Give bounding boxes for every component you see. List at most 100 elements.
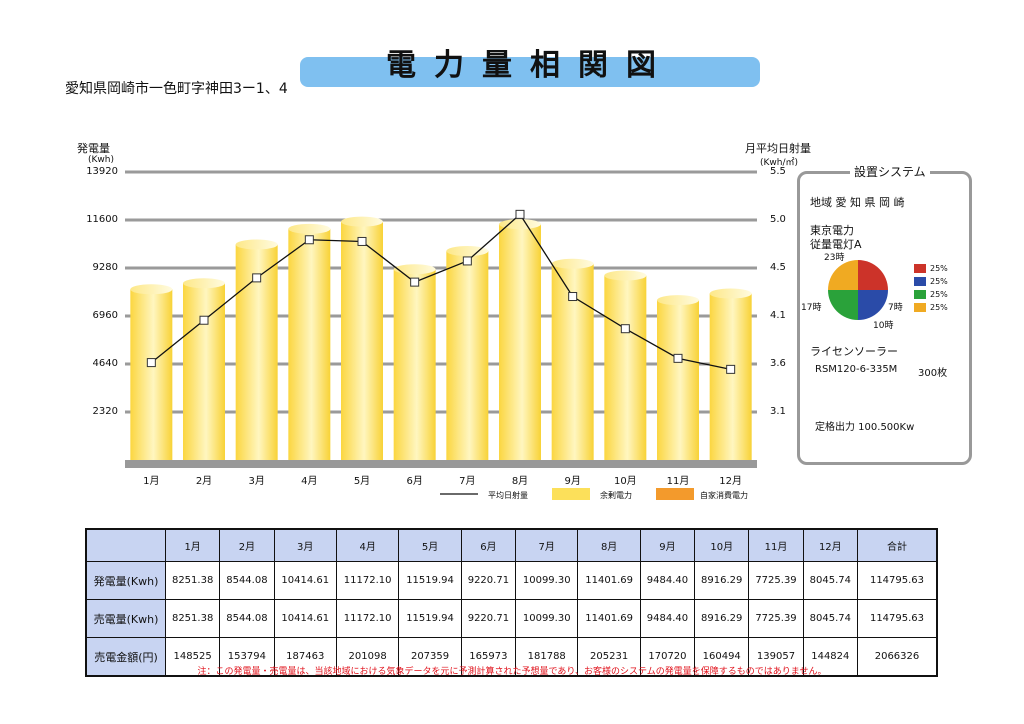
right-tick: 5.0	[770, 214, 786, 225]
right-tick: 5.5	[770, 166, 786, 177]
column-header: 10月	[694, 528, 750, 562]
legend-label: 自家消費電力	[700, 491, 748, 500]
module-count: 300枚	[918, 368, 948, 379]
bar	[341, 216, 383, 460]
column-header: 6月	[460, 528, 517, 562]
line-point	[462, 256, 472, 266]
right-tick: 4.5	[770, 262, 786, 273]
table-cell: 10099.30	[515, 599, 579, 638]
system-title: 設置システム	[850, 163, 930, 180]
x-tick-label: 7月	[459, 476, 476, 487]
x-tick-label: 4月	[301, 476, 318, 487]
pie-percent: 25%	[930, 290, 948, 299]
generation-table: 1月 2月 3月 4月 5月 6月 7月 8月 9月 10月 11月 12月 合…	[85, 528, 938, 677]
irradiance-line	[146, 209, 736, 374]
table-cell: 11172.10	[335, 599, 400, 638]
table-cell: 8916.29	[694, 599, 750, 638]
pie-swatch-green	[914, 290, 926, 299]
table-cell: 8251.38	[164, 561, 221, 600]
table-cell: 11519.94	[398, 561, 462, 600]
column-header: 7月	[515, 528, 579, 562]
left-tick: 2320	[92, 406, 118, 417]
bar	[709, 288, 752, 460]
column-header: 9月	[639, 528, 696, 562]
x-tick-label: 6月	[406, 476, 423, 487]
bar	[288, 223, 331, 460]
left-tick: 11600	[86, 214, 118, 225]
bar	[235, 239, 278, 460]
table-cell: 8251.38	[164, 599, 221, 638]
row-header: 売電金額(円)	[85, 637, 166, 677]
bar	[183, 278, 225, 460]
legend-self-swatch	[656, 488, 694, 500]
left-axis-title: 発電量	[77, 142, 110, 155]
pie-percent: 25%	[930, 303, 948, 312]
x-tick-label: 12月	[719, 476, 743, 487]
table-cell: 144824	[802, 637, 859, 677]
table-cell: 8045.74	[802, 599, 859, 638]
line-point	[357, 236, 367, 246]
line-point	[252, 273, 262, 283]
table-cell: 10099.30	[515, 561, 579, 600]
bars	[130, 216, 752, 460]
line-series	[150, 213, 731, 371]
table-cell: 7725.39	[748, 599, 804, 638]
column-header: 合計	[857, 528, 938, 562]
pie-label-17: 17時	[801, 303, 822, 313]
column-header: 1月	[164, 528, 221, 562]
right-axis-title: 月平均日射量	[745, 142, 811, 155]
table-cell: 205231	[577, 637, 641, 677]
x-tick-label: 9月	[564, 476, 581, 487]
table-cell: 11172.10	[335, 561, 400, 600]
right-tick: 3.6	[770, 358, 786, 369]
x-tick-label: 3月	[248, 476, 265, 487]
table-cell: 11401.69	[577, 561, 641, 600]
table-cell: 139057	[748, 637, 804, 677]
rated-output: 定格出力 100.500Kw	[815, 422, 915, 433]
address: 愛知県岡崎市一色町字神田3ー1、4	[65, 81, 288, 97]
line-point	[199, 315, 209, 325]
left-tick: 6960	[92, 310, 118, 321]
table-cell: 8544.08	[219, 561, 275, 600]
pie-label-23: 23時	[824, 253, 845, 263]
table-row: 発電量(Kwh) 8251.38 8544.08 10414.61 11172.10 11…	[85, 561, 938, 600]
column-header: 11月	[748, 528, 804, 562]
chart-floor	[125, 460, 757, 468]
pie-slice	[828, 290, 858, 320]
pie-label-10: 10時	[873, 321, 894, 331]
column-header: 8月	[577, 528, 641, 562]
bar	[499, 219, 541, 460]
disclaimer-note: 注：この発電量・売電量は、当該地域における気象データを元に予測計算された予想量で…	[197, 667, 827, 677]
line-point	[146, 358, 156, 368]
pie-slice	[858, 260, 888, 290]
bar	[130, 284, 173, 460]
right-tick: 3.1	[770, 406, 786, 417]
line-point	[726, 364, 736, 374]
column-header: 2月	[219, 528, 275, 562]
table-cell: 8544.08	[219, 599, 275, 638]
column-header: 4月	[335, 528, 400, 562]
table-corner	[85, 528, 166, 562]
time-pie-chart	[828, 260, 888, 320]
module-model: RSM120-6-335M	[815, 364, 898, 375]
x-tick-label: 8月	[511, 476, 529, 487]
line-point	[410, 277, 420, 287]
table-cell: 9484.40	[639, 561, 696, 600]
table-cell: 207359	[398, 637, 462, 677]
pie-percent: 25%	[930, 277, 948, 286]
bar	[393, 264, 436, 460]
system-panel	[797, 171, 972, 465]
table-row: 売電量(Kwh) 8251.38 8544.08 10414.61 11172.10 11…	[85, 599, 938, 638]
table-cell: 148525	[164, 637, 221, 677]
left-tick: 13920	[86, 166, 118, 177]
utility: 東京電力	[810, 224, 854, 237]
pie-swatch-blue	[914, 277, 926, 286]
right-tick: 4.1	[770, 310, 786, 321]
license-label: ライセンソーラー	[810, 345, 898, 358]
pie-swatch-orange	[914, 303, 926, 312]
row-header: 売電量(Kwh)	[85, 599, 166, 638]
pie-percent: 25%	[930, 264, 948, 273]
pie-slice	[828, 260, 858, 290]
column-header: 5月	[398, 528, 462, 562]
table-cell: 7725.39	[748, 561, 804, 600]
